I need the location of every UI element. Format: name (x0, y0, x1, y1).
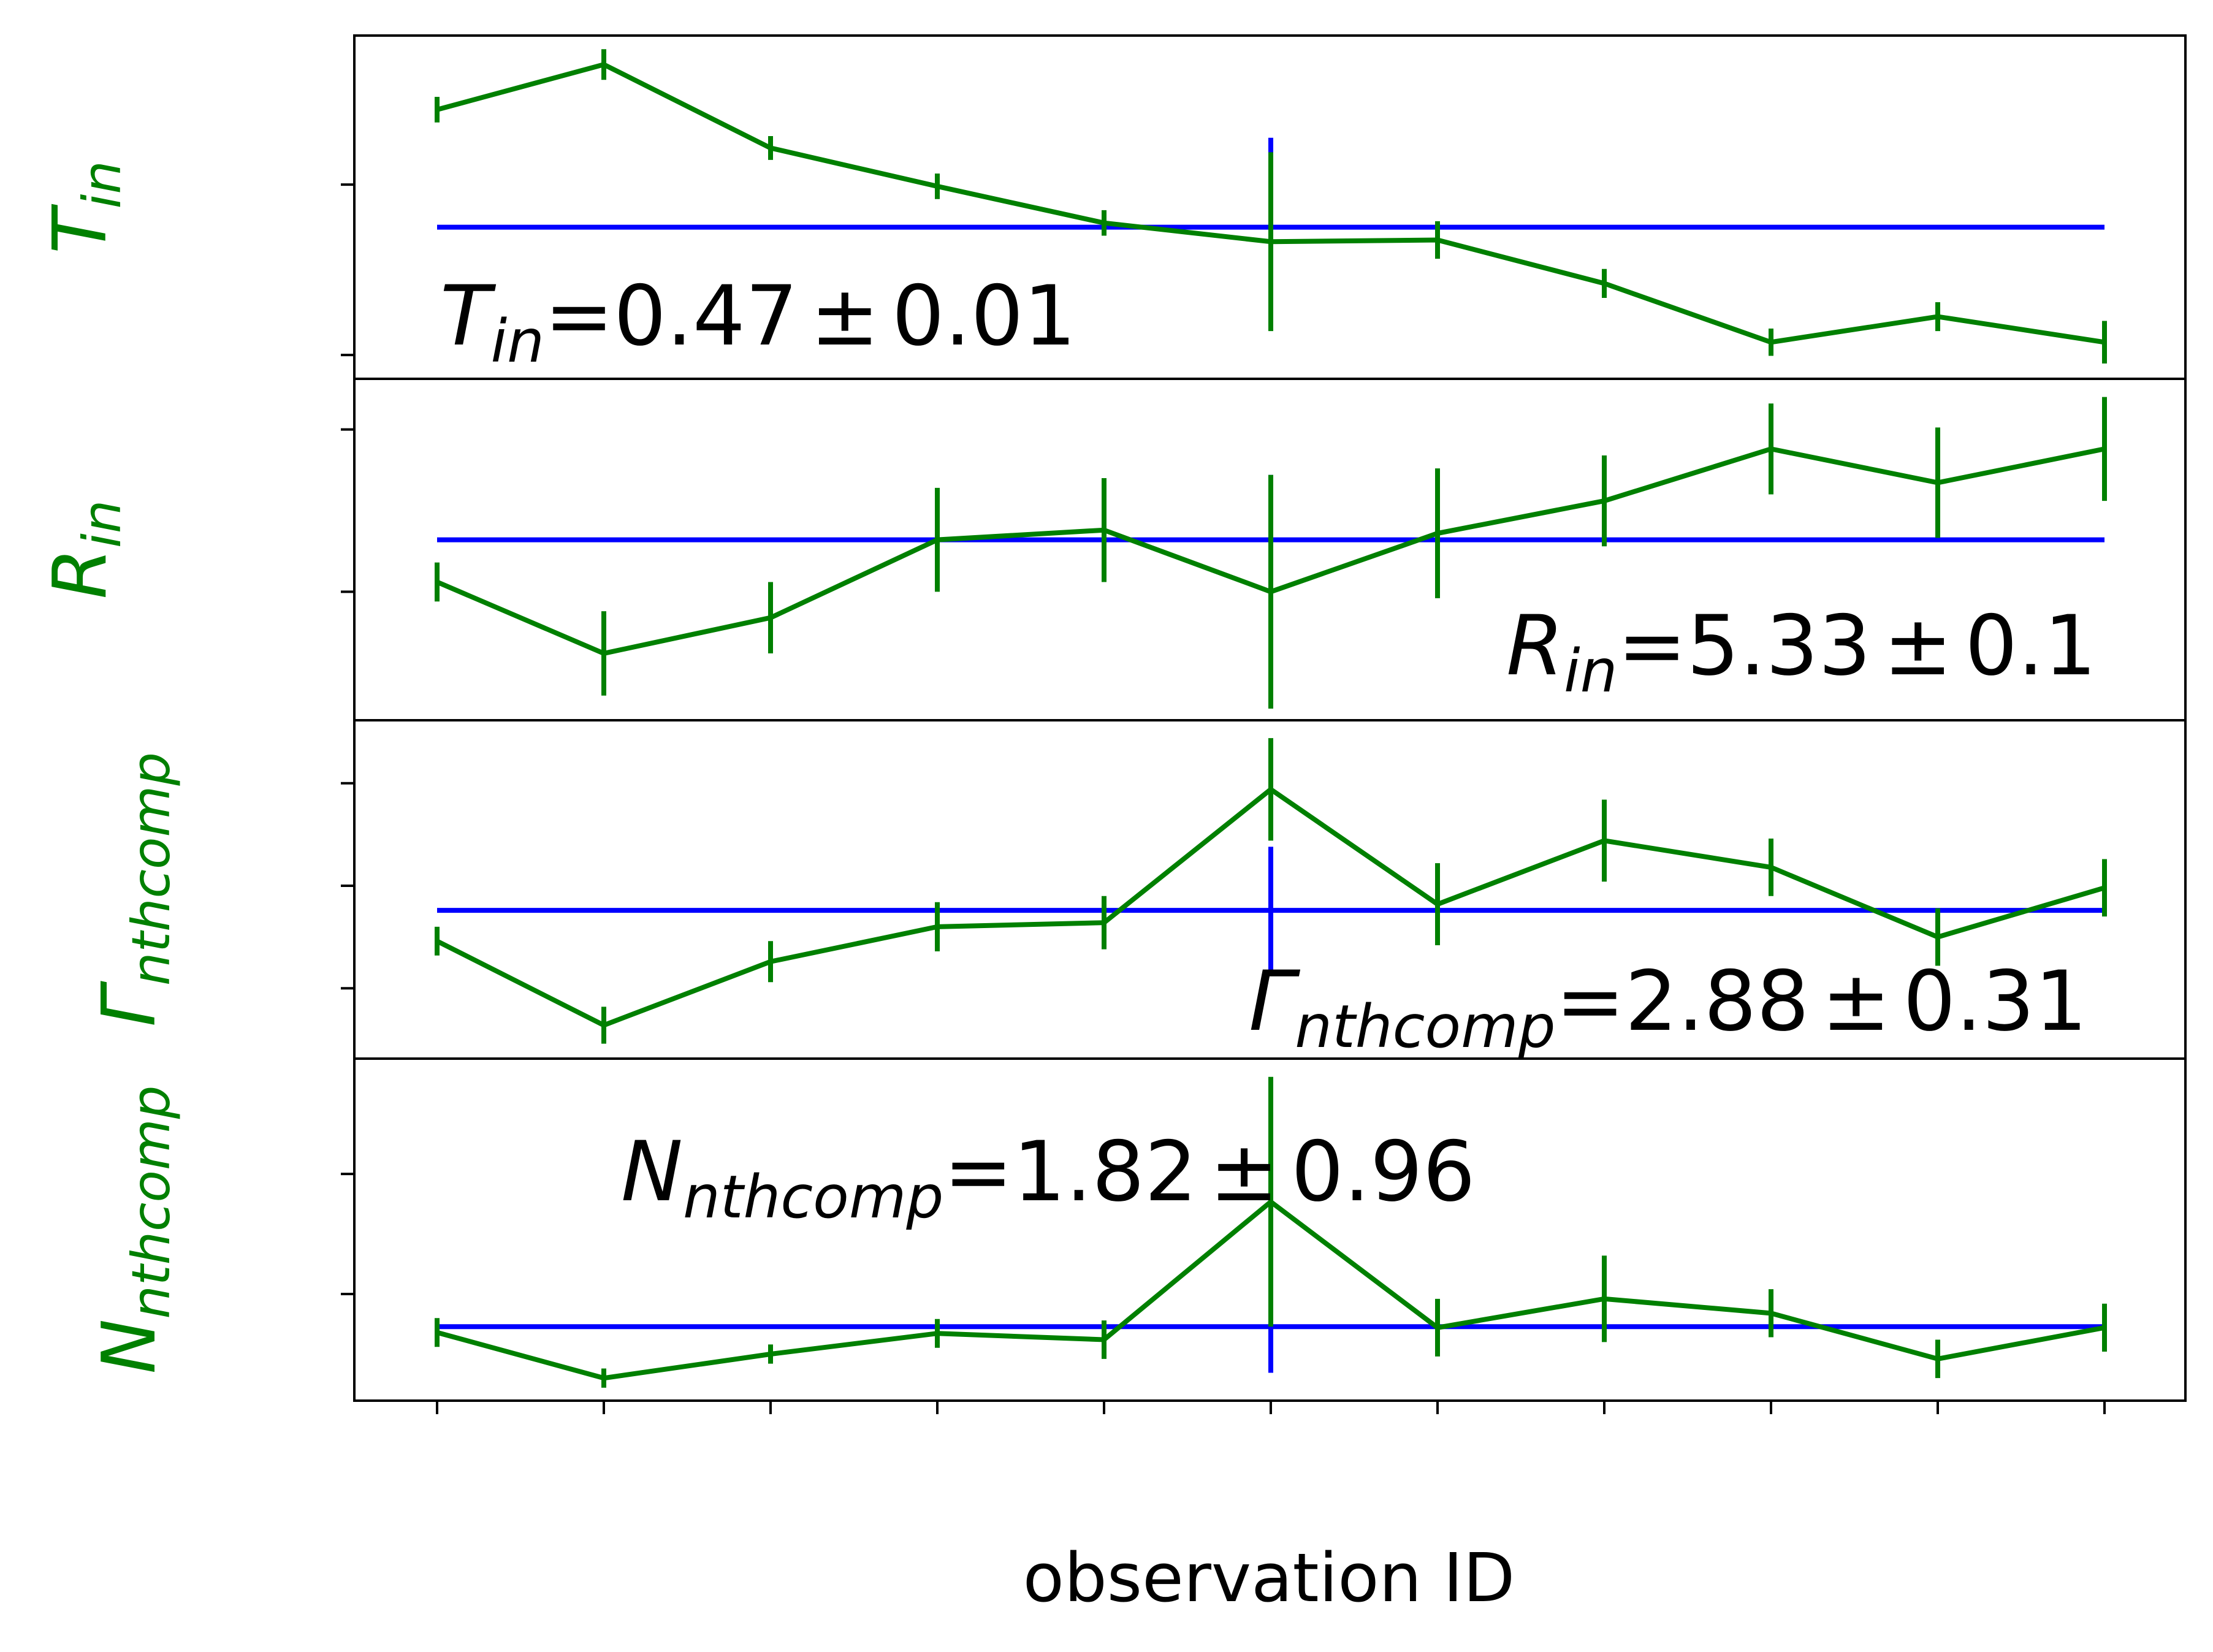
y-axis-label: Nnthcomp (87, 1086, 182, 1374)
y-axis-label: Rin (38, 500, 133, 600)
panel-rin: Rin Rin=5.33 ±0.1 (38, 378, 2187, 721)
annotation: Rin=5.33 ±0.1 (1506, 598, 2097, 706)
y-axis-label: Γnthcomp (87, 752, 182, 1027)
annotation: Tin=0.47 ±0.01 (440, 268, 1076, 376)
annotation: Nnthcomp=1.82 ±0.96 (621, 1124, 1476, 1231)
panel-tin: Tin Tin=0.47 ±0.01 (38, 34, 2187, 380)
x-axis-label: observation ID (1023, 1539, 1515, 1617)
x-axis (436, 1401, 2106, 1414)
panel-norm: Nnthcomp Nnthcomp=1.82 ±0.96 (87, 1057, 2187, 1402)
annotation: Γnthcomp=2.88 ±0.31 (1249, 953, 2087, 1061)
panel-gamma: Γnthcomp Γnthcomp=2.88 ±0.31 (87, 719, 2187, 1061)
y-axis-label: Tin (38, 161, 133, 254)
